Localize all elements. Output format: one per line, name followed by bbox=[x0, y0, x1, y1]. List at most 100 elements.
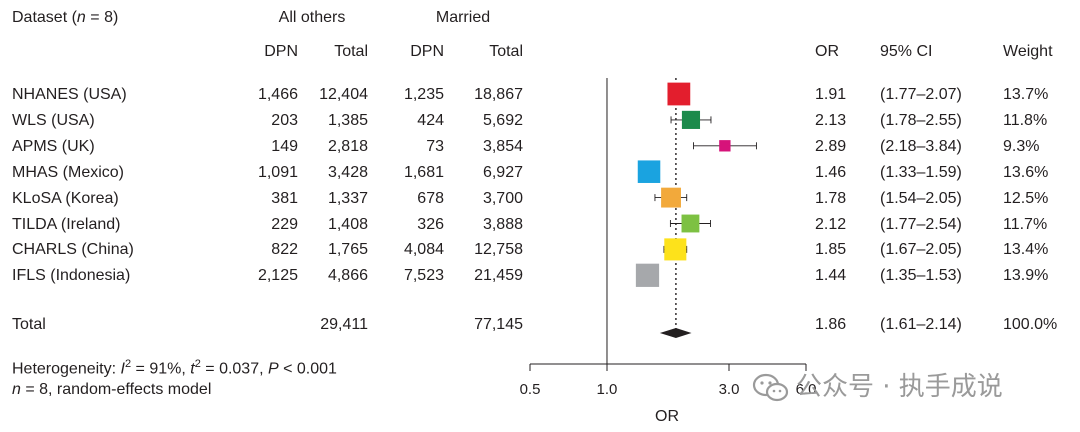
col-header-dpn-others: DPN bbox=[264, 43, 298, 60]
cell-weight: 13.7% bbox=[1003, 86, 1049, 103]
study-marker bbox=[664, 238, 687, 261]
cell-total-married: 3,700 bbox=[482, 189, 523, 207]
study-marker bbox=[681, 214, 700, 233]
het-t-symbol: t bbox=[190, 360, 195, 378]
cell-total-others: 4,866 bbox=[327, 267, 368, 285]
cell-dpn-married: 1,681 bbox=[403, 163, 444, 181]
total-or: 1.86 bbox=[815, 316, 847, 333]
cell-dpn-married: 4,084 bbox=[403, 241, 444, 259]
het-label: Heterogeneity: bbox=[12, 360, 121, 378]
cell-ci: (1.67–2.05) bbox=[880, 241, 962, 259]
cell-total-others: 1,385 bbox=[327, 111, 368, 129]
cell-weight: 13.6% bbox=[1003, 163, 1049, 181]
cell-weight: 13.9% bbox=[1003, 267, 1049, 285]
cell-ci: (1.77–2.54) bbox=[880, 215, 962, 233]
col-header-or: OR bbox=[815, 43, 839, 60]
group-header-married: Married bbox=[435, 9, 491, 26]
study-marker bbox=[667, 82, 691, 106]
cell-or: 1.91 bbox=[815, 86, 847, 103]
cell-weight: 12.5% bbox=[1003, 189, 1049, 207]
cell-dataset: APMS (UK) bbox=[12, 137, 95, 155]
cell-weight: 11.7% bbox=[1003, 215, 1048, 233]
total-ci: (1.61–2.14) bbox=[880, 316, 962, 333]
dataset-header: Dataset (n = 8) bbox=[12, 9, 118, 27]
cell-or: 1.46 bbox=[815, 163, 847, 181]
x-axis-label: OR bbox=[655, 408, 679, 425]
cell-weight: 13.4% bbox=[1003, 241, 1049, 259]
col-header-dpn-married: DPN bbox=[410, 43, 444, 60]
col-header-weight: Weight bbox=[1003, 43, 1053, 60]
model-text: = 8, random-effects model bbox=[20, 381, 212, 398]
cell-ci: (1.77–2.07) bbox=[880, 86, 962, 103]
watermark: 公众号 · 执手成说 bbox=[752, 372, 1003, 403]
cell-dpn-married: 73 bbox=[426, 137, 444, 155]
study-marker bbox=[661, 187, 681, 208]
cell-dataset: KLoSA (Korea) bbox=[12, 189, 119, 207]
cell-dpn-married: 7,523 bbox=[403, 267, 444, 285]
study-marker bbox=[637, 160, 661, 183]
het-i-sup: 2 bbox=[124, 358, 132, 370]
cell-dpn-married: 678 bbox=[417, 189, 444, 207]
het-t-value: = 0.037, bbox=[200, 360, 268, 378]
cell-dataset: WLS (USA) bbox=[12, 111, 95, 129]
cell-dpn-others: 1,466 bbox=[257, 86, 298, 103]
total-label: Total bbox=[12, 316, 46, 333]
cell-dpn-others: 1,091 bbox=[257, 163, 298, 181]
wechat-icon bbox=[752, 373, 789, 401]
x-axis-tick-label: 1.0 bbox=[597, 381, 618, 398]
cell-total-married: 5,692 bbox=[482, 111, 523, 129]
het-i-value: = 91%, bbox=[131, 360, 191, 378]
cell-or: 2.12 bbox=[815, 215, 847, 233]
cell-dataset: NHANES (USA) bbox=[12, 86, 127, 103]
cell-dpn-others: 822 bbox=[271, 241, 298, 259]
cell-total-married: 12,758 bbox=[474, 241, 523, 259]
x-axis-tick-label: 0.5 bbox=[520, 381, 541, 398]
dataset-header-prefix: Dataset ( bbox=[12, 9, 77, 26]
col-header-total-others: Total bbox=[334, 43, 368, 60]
cell-ci: (1.35–1.53) bbox=[880, 267, 962, 285]
cell-dpn-others: 149 bbox=[271, 137, 298, 155]
het-p-value: < 0.001 bbox=[278, 360, 337, 378]
cell-or: 1.85 bbox=[815, 241, 847, 259]
cell-dpn-others: 229 bbox=[271, 215, 298, 233]
cell-total-married: 3,888 bbox=[482, 215, 523, 233]
dataset-header-n: n bbox=[76, 9, 86, 26]
cell-dataset: MHAS (Mexico) bbox=[12, 163, 125, 181]
cell-dpn-others: 203 bbox=[271, 111, 298, 129]
x-axis-tick-label: 3.0 bbox=[719, 381, 740, 398]
cell-total-others: 2,818 bbox=[327, 137, 368, 155]
cell-or: 1.44 bbox=[815, 267, 847, 285]
cell-or: 1.78 bbox=[815, 189, 847, 207]
study-marker bbox=[719, 140, 731, 152]
cell-ci: (1.78–2.55) bbox=[880, 111, 962, 129]
cell-total-others: 1,337 bbox=[327, 189, 368, 207]
cell-total-others: 3,428 bbox=[327, 163, 368, 181]
cell-ci: (1.33–1.59) bbox=[880, 163, 962, 181]
cell-dataset: TILDA (Ireland) bbox=[12, 215, 121, 233]
cell-dataset: IFLS (Indonesia) bbox=[12, 267, 131, 285]
cell-dpn-married: 1,235 bbox=[403, 86, 444, 103]
heterogeneity-note: Heterogeneity: I2 = 91%, t2 = 0.037, P <… bbox=[12, 355, 337, 378]
cell-total-others: 1,765 bbox=[327, 241, 368, 259]
cell-total-married: 18,867 bbox=[474, 86, 523, 103]
cell-weight: 9.3% bbox=[1003, 137, 1040, 155]
cell-total-others: 1,408 bbox=[327, 215, 368, 233]
cell-total-married: 21,459 bbox=[474, 267, 523, 285]
model-note: n = 8, random-effects model bbox=[12, 381, 211, 399]
cell-total-married: 3,854 bbox=[482, 137, 523, 155]
cell-ci: (1.54–2.05) bbox=[880, 189, 962, 207]
het-t-sup: 2 bbox=[194, 358, 201, 370]
study-marker bbox=[635, 263, 660, 287]
study-marker bbox=[681, 110, 701, 129]
cell-or: 2.13 bbox=[815, 111, 847, 129]
cell-total-others: 12,404 bbox=[319, 86, 368, 103]
dataset-header-suffix: = 8) bbox=[85, 9, 119, 26]
cell-dpn-married: 326 bbox=[417, 215, 444, 233]
cell-dpn-others: 2,125 bbox=[257, 267, 298, 285]
model-n: n bbox=[12, 381, 21, 398]
col-header-ci: 95% CI bbox=[880, 43, 933, 60]
cell-weight: 11.8% bbox=[1003, 111, 1048, 129]
het-p-symbol: P bbox=[268, 360, 279, 378]
watermark-text: 公众号 · 执手成说 bbox=[796, 372, 1003, 402]
